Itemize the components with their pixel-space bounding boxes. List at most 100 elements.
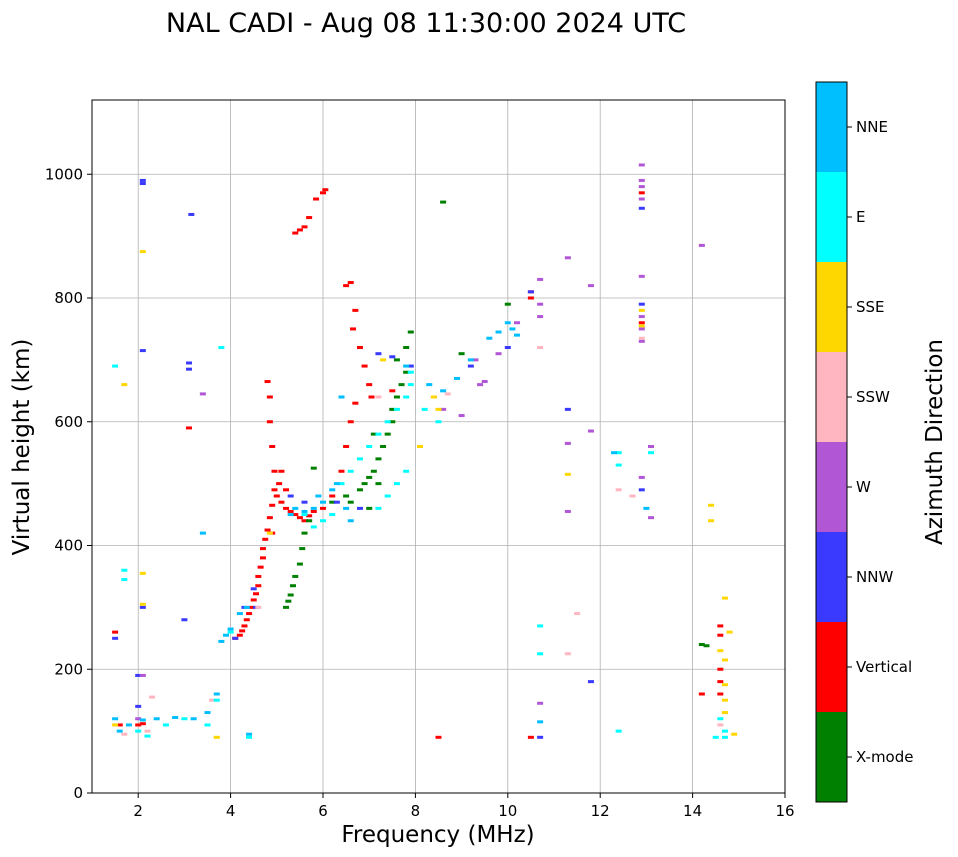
data-point-nnw — [638, 302, 645, 306]
data-point-vertical — [301, 225, 308, 229]
data-point-ssw — [717, 723, 724, 727]
data-point-vertical — [313, 197, 320, 201]
data-point-e — [310, 525, 317, 529]
data-point-vertical — [717, 692, 724, 696]
data-point-e — [218, 346, 225, 349]
x-tick-label: 14 — [683, 802, 702, 820]
data-point-vertical — [135, 723, 142, 727]
data-point-x-mode — [458, 352, 465, 356]
data-point-vertical — [255, 574, 262, 578]
data-point-x-mode — [366, 506, 373, 510]
data-point-w — [638, 274, 645, 278]
data-point-x-mode — [403, 346, 410, 349]
data-point-e — [384, 420, 391, 424]
data-point-vertical — [320, 506, 326, 510]
data-point-e — [356, 457, 363, 461]
data-point-nne — [246, 732, 253, 736]
data-point-x-mode — [380, 445, 387, 448]
data-point-x-mode — [398, 383, 405, 387]
data-point-nnw — [527, 290, 534, 294]
colorbar-tick-label: SSE — [856, 298, 885, 316]
data-point-vertical — [262, 537, 269, 541]
y-tick-label: 600 — [54, 413, 83, 431]
data-point-ssw — [375, 395, 382, 399]
data-point-nnw — [232, 636, 239, 640]
y-tick-label: 400 — [54, 537, 83, 555]
data-point-nne — [537, 720, 544, 724]
data-point-ssw — [209, 698, 216, 702]
data-point-nnw — [135, 673, 142, 677]
data-point-w — [638, 163, 645, 167]
data-point-ssw — [564, 652, 571, 656]
data-point-nne — [172, 716, 179, 720]
data-point-e — [721, 729, 728, 733]
data-point-w — [477, 383, 484, 387]
data-point-ssw — [144, 729, 151, 733]
data-point-vertical — [269, 503, 276, 507]
data-point-nne — [139, 718, 146, 722]
data-point-sse — [139, 571, 146, 575]
data-point-e — [320, 519, 326, 523]
data-point-vertical — [266, 420, 273, 424]
data-point-vertical — [264, 528, 271, 532]
data-point-nnw — [638, 206, 645, 210]
data-point-vertical — [306, 514, 313, 518]
data-point-sse — [638, 324, 645, 328]
y-axis-label: Virtual height (km) — [9, 339, 35, 556]
data-point-e — [537, 624, 544, 628]
data-point-vertical — [255, 584, 262, 588]
y-tick-label: 200 — [54, 660, 83, 678]
data-point-w — [139, 673, 146, 677]
x-tick-label: 6 — [318, 802, 328, 820]
data-point-vertical — [356, 346, 363, 349]
data-point-e — [338, 482, 345, 486]
data-point-nnw — [112, 636, 119, 640]
data-point-ssw — [537, 346, 544, 349]
data-point-vertical — [320, 191, 326, 195]
data-point-x-mode — [384, 432, 391, 436]
data-point-sse — [266, 531, 273, 535]
data-point-w — [458, 414, 465, 418]
data-point-sse — [721, 596, 728, 600]
data-point-nnw — [139, 605, 146, 609]
data-point-nne — [315, 494, 322, 498]
x-tick-label: 10 — [498, 802, 517, 820]
data-point-e — [181, 717, 188, 721]
data-point-vertical — [352, 401, 359, 405]
x-axis-label: Frequency (MHz) — [341, 822, 534, 848]
data-point-vertical — [338, 469, 345, 473]
data-point-e — [393, 482, 400, 486]
data-point-nne — [347, 519, 354, 523]
data-point-vertical — [241, 624, 248, 628]
data-point-vertical — [266, 395, 273, 399]
data-point-vertical — [698, 692, 705, 696]
data-point-nnw — [139, 178, 146, 182]
data-point-nnw — [250, 587, 257, 591]
data-point-nne — [222, 633, 229, 637]
data-point-vertical — [296, 516, 303, 520]
data-point-e — [375, 432, 382, 436]
data-point-sse — [708, 519, 715, 523]
data-point-vertical — [116, 723, 123, 727]
data-point-nne — [486, 336, 493, 340]
data-point-ssw — [444, 392, 451, 396]
data-point-nnw — [139, 182, 146, 186]
data-point-sse — [638, 308, 645, 312]
data-point-nne — [236, 612, 243, 616]
data-point-nnw — [186, 361, 193, 365]
data-point-e — [407, 383, 414, 387]
data-point-vertical — [352, 308, 359, 312]
data-point-ssw — [574, 612, 581, 616]
data-point-w — [638, 339, 645, 343]
data-point-nne — [125, 723, 132, 727]
data-point-w — [495, 352, 502, 356]
data-point-vertical — [276, 482, 283, 486]
data-point-vertical — [527, 296, 534, 300]
data-point-sse — [721, 698, 728, 702]
data-point-x-mode — [389, 420, 396, 424]
data-point-x-mode — [393, 395, 400, 399]
x-tick-label: 16 — [775, 802, 794, 820]
data-point-x-mode — [389, 407, 396, 411]
data-point-x-mode — [440, 200, 447, 204]
data-point-e — [721, 735, 728, 739]
